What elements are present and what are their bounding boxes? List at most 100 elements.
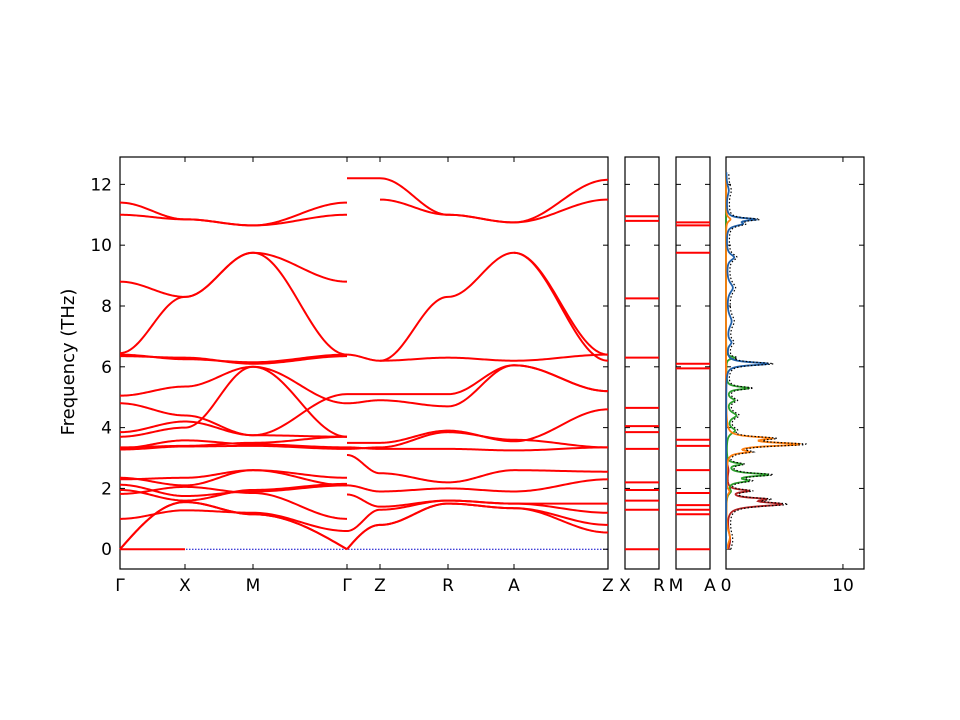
phonon-band-line <box>513 178 609 224</box>
phonon-band-line <box>252 393 348 437</box>
main-panel-frame <box>119 156 609 570</box>
phonon-band-line <box>346 453 381 475</box>
phonon-band-line <box>447 213 515 224</box>
phonon-band-line <box>253 444 348 450</box>
phonon-band-line <box>119 426 186 438</box>
phonon-band-line <box>184 365 254 388</box>
phonon-band-line <box>347 446 381 450</box>
x-tick-label: A <box>704 576 716 596</box>
phonon-band-line <box>346 508 381 532</box>
phonon-band-line <box>252 491 348 520</box>
phonon-band-line <box>513 198 609 224</box>
phonon-band-line <box>185 358 253 364</box>
x-tick-label: Z <box>374 576 386 596</box>
phonon-band-line <box>119 488 186 502</box>
y-tick-label: 10 <box>90 236 112 256</box>
phonon-band-line <box>119 201 186 221</box>
y-tick-label: 8 <box>101 297 112 317</box>
phonon-band-line <box>119 295 186 355</box>
phonon-band-line <box>513 446 608 452</box>
phonon-band-line <box>252 511 348 532</box>
phonon-band-line <box>346 399 380 405</box>
phonon-band-line <box>119 420 186 434</box>
phonon-band-line <box>252 469 348 487</box>
phonon-band-line <box>448 447 515 452</box>
phonon-band-line <box>252 355 348 365</box>
phonon-band-line <box>119 353 186 361</box>
phonon-band-line <box>346 493 381 508</box>
x-tick-label: Z <box>602 576 614 596</box>
phonon-band-line <box>346 484 380 493</box>
y-tick-label: 2 <box>101 479 112 499</box>
x-tick-label: M <box>246 576 261 596</box>
x-tick-label: Γ <box>342 576 352 596</box>
y-tick-label: 0 <box>101 540 112 560</box>
phonon-band-line <box>252 251 348 356</box>
phonon-band-line <box>379 198 449 216</box>
phonon-band-line <box>252 365 348 405</box>
phonon-band-line <box>513 353 609 362</box>
phonon-band-line <box>252 201 348 227</box>
phonon-band-line <box>379 356 448 362</box>
phonon-band-line <box>119 509 186 520</box>
phonon-band-line <box>379 499 449 508</box>
phonon-band-line <box>447 364 515 396</box>
dos-total-line <box>728 172 808 550</box>
phonon-band-line <box>185 509 253 514</box>
phonon-band-line <box>447 251 515 298</box>
y-tick-label: 4 <box>101 419 112 439</box>
phonon-band-line <box>184 490 254 498</box>
phonon-band-line <box>447 487 514 493</box>
y-tick-label: 6 <box>101 358 112 378</box>
phonon-band-line <box>184 469 254 487</box>
xr-panel-frame <box>624 156 660 570</box>
phonon-band-line <box>119 402 186 417</box>
phonon-band-line <box>119 280 186 298</box>
phonon-band-line <box>252 353 348 364</box>
x-tick-label: 0 <box>721 576 732 596</box>
phonon-band-line <box>379 399 449 408</box>
phonon-band-line <box>184 218 254 227</box>
x-tick-label: A <box>508 576 520 596</box>
phonon-band-line <box>513 507 609 526</box>
phonon-band-line <box>380 487 449 493</box>
dos-series-line <box>725 172 802 550</box>
band-structure-main-panel: 0 2 4 6 8 10 12 Γ X M Γ Z R A Z <box>90 156 614 596</box>
phonon-band-line <box>513 478 609 493</box>
phonon-band-line <box>119 476 186 487</box>
phonon-band-line <box>379 429 449 444</box>
phonon-band-line <box>184 488 254 502</box>
phonon-band-line <box>119 385 186 397</box>
x-tick-label: Γ <box>115 576 125 596</box>
phonon-band-line <box>447 469 515 484</box>
phonon-band-line <box>514 469 608 473</box>
phonon-band-line <box>252 365 348 438</box>
phonon-band-line <box>119 483 186 498</box>
phonon-band-line <box>184 251 254 298</box>
phonon-band-line <box>346 523 381 550</box>
phonon-band-line <box>379 295 449 362</box>
phonon-band-line <box>252 434 347 438</box>
x-tick-label: R <box>653 576 665 596</box>
phonon-band-line <box>119 501 186 550</box>
x-tick-label: M <box>669 576 684 596</box>
phonon-band-line <box>184 439 254 446</box>
phonon-band-line <box>448 502 515 510</box>
phonon-band-line <box>379 431 449 449</box>
phonon-band-line <box>184 441 253 447</box>
phonon-band-line <box>379 177 449 216</box>
phonon-band-line <box>252 513 348 551</box>
x-tick-label: X <box>619 576 631 596</box>
phonon-band-line <box>346 353 381 362</box>
phonon-band-line <box>513 251 609 356</box>
x-tick-label: 10 <box>832 576 854 596</box>
x-tick-label: R <box>442 576 454 596</box>
phonon-band-line <box>513 408 609 443</box>
phonon-band-line <box>184 414 254 437</box>
phonon-band-line <box>448 499 515 505</box>
x-tick-label: X <box>179 576 191 596</box>
phonon-band-line <box>253 484 348 493</box>
